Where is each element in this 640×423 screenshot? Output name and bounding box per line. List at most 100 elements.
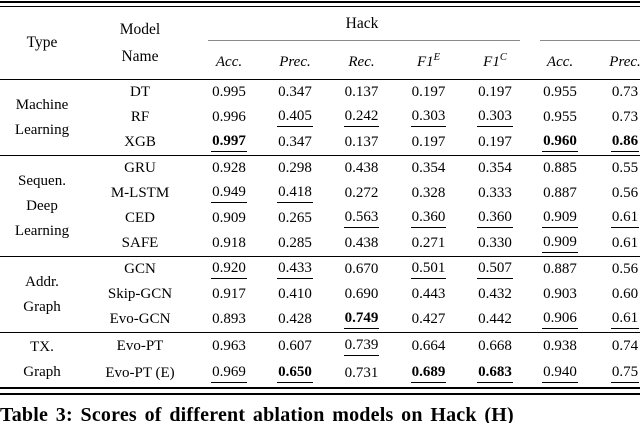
score-value: 0.354 [478, 160, 512, 176]
score-cell: 0.298 [262, 156, 328, 182]
score-value: 0.61 [610, 310, 640, 329]
col-header-type: Type [26, 34, 58, 51]
score-value: 0.996 [212, 109, 246, 125]
score-cell: 0.955 [528, 80, 592, 106]
model-header-line1: Model [119, 21, 161, 38]
score-cell: 0.938 [528, 333, 592, 361]
score-value: 0.650 [277, 364, 313, 383]
score-value: 0.938 [543, 338, 577, 354]
score-value: 0.333 [478, 185, 512, 201]
score-value: 0.137 [344, 134, 379, 150]
score-value: 0.242 [343, 108, 380, 127]
score-cell: 0.996 [196, 105, 262, 130]
score-value: 0.265 [278, 210, 312, 226]
type-line: Machine [15, 96, 69, 113]
score-cell: 0.438 [328, 231, 395, 257]
score-value: 0.298 [278, 160, 312, 176]
score-cell: 0.428 [262, 307, 328, 333]
score-cell: 0.197 [395, 130, 462, 156]
model-name-cell: M-LSTM [110, 185, 170, 201]
score-cell: 0.940 [528, 360, 592, 387]
score-value: 0.607 [278, 338, 312, 354]
type-cell: TX. Graph [0, 333, 84, 388]
score-cell: 0.438 [328, 156, 395, 182]
score-cell: 0.137 [328, 130, 395, 156]
score-cell: 0.427 [395, 307, 462, 333]
group-rule-row [0, 40, 640, 46]
score-cell: 0.55 [592, 156, 640, 182]
score-value: 0.56 [611, 261, 639, 277]
score-cell: 0.928 [196, 156, 262, 182]
score-cell: 0.903 [528, 282, 592, 307]
score-value: 0.73 [611, 109, 639, 125]
score-value: 0.272 [344, 185, 379, 201]
group-header-second [528, 7, 640, 40]
score-value: 0.61 [611, 235, 639, 251]
score-value: 0.56 [611, 185, 639, 201]
score-value: 0.328 [411, 185, 446, 201]
score-value: 0.887 [543, 261, 577, 277]
score-value: 0.731 [344, 365, 379, 381]
score-value: 0.928 [212, 160, 246, 176]
col-header-acc-2: Acc. [546, 54, 574, 70]
subcolumn-header-row: Acc. Prec. Rec. F1E F1C Acc. Prec. [0, 46, 640, 80]
score-cell: 0.664 [395, 333, 462, 361]
model-name-cell: RF [130, 109, 150, 125]
score-cell: 0.909 [528, 231, 592, 257]
score-cell: 0.920 [196, 257, 262, 283]
score-value: 0.442 [478, 311, 512, 327]
score-value: 0.303 [477, 108, 513, 127]
score-cell: 0.749 [328, 307, 395, 333]
score-value: 0.285 [278, 235, 312, 251]
type-cell: Addr. Graph [0, 257, 84, 333]
group-header-hack: Hack [345, 14, 379, 32]
section-machine-learning: Machine Learning DT 0.995 0.347 0.137 0.197 0.1… [0, 79, 640, 156]
score-cell: 0.61 [592, 231, 640, 257]
score-cell: 0.56 [592, 257, 640, 283]
type-line: Deep [26, 197, 58, 214]
score-cell: 0.360 [462, 206, 528, 231]
score-cell: 0.347 [262, 130, 328, 156]
score-value: 0.689 [410, 364, 447, 383]
score-value: 0.906 [542, 310, 578, 329]
score-value: 0.997 [211, 133, 247, 152]
score-cell: 0.61 [592, 307, 640, 333]
score-value: 0.749 [343, 310, 380, 329]
score-value: 0.86 [610, 133, 640, 152]
score-cell: 0.887 [528, 257, 592, 283]
score-cell: 0.347 [262, 80, 328, 106]
score-value: 0.61 [610, 209, 640, 228]
score-value: 0.443 [411, 286, 446, 302]
score-value: 0.501 [410, 260, 447, 279]
score-cell: 0.272 [328, 181, 395, 206]
col-header-model: Model Name [84, 7, 196, 80]
table-row: Machine Learning DT 0.995 0.347 0.137 0.197 0.1… [0, 80, 640, 138]
score-cell: 0.442 [462, 307, 528, 333]
score-cell: 0.73 [592, 105, 640, 130]
score-cell: 0.271 [395, 231, 462, 257]
type-line: Learning [14, 222, 70, 239]
table-row: M-LSTM 0.949 0.418 0.272 0.328 0.333 0.887 0.56 [0, 181, 640, 206]
score-cell: 0.887 [528, 181, 592, 206]
score-cell: 0.303 [395, 105, 462, 130]
section-addr-graph: Addr. Graph GCN 0.920 0.433 0.670 0.501 0.507 0.… [0, 256, 640, 333]
score-value: 0.960 [542, 133, 578, 152]
score-value: 0.670 [344, 261, 379, 277]
model-header-line2: Name [121, 48, 159, 65]
col-header-acc-1: Acc. [215, 54, 243, 70]
score-cell: 0.650 [262, 360, 328, 387]
table-row: XGB 0.997 0.347 0.137 0.197 0.197 0.960 0.86 [0, 130, 640, 156]
table-row: SAFE 0.918 0.285 0.438 0.271 0.330 0.909 0.61 [0, 231, 640, 257]
score-value: 0.683 [477, 364, 513, 383]
score-value: 0.354 [411, 160, 446, 176]
score-value: 0.668 [478, 338, 512, 354]
score-value: 0.563 [343, 209, 380, 228]
score-value: 0.940 [542, 364, 578, 383]
table-row: CED 0.909 0.265 0.563 0.360 0.360 0.909 0.61 [0, 206, 640, 231]
section-tx-graph: TX. Graph Evo-PT 0.963 0.607 0.739 0.664 0.668 0… [0, 332, 640, 388]
table-top-double-rule [0, 1, 640, 7]
table-row: TX. Graph Evo-PT 0.963 0.607 0.739 0.664 0.668 0… [0, 333, 640, 380]
score-value: 0.739 [343, 337, 380, 356]
table-caption: Table 3: Scores of different ablation mo… [0, 404, 514, 423]
